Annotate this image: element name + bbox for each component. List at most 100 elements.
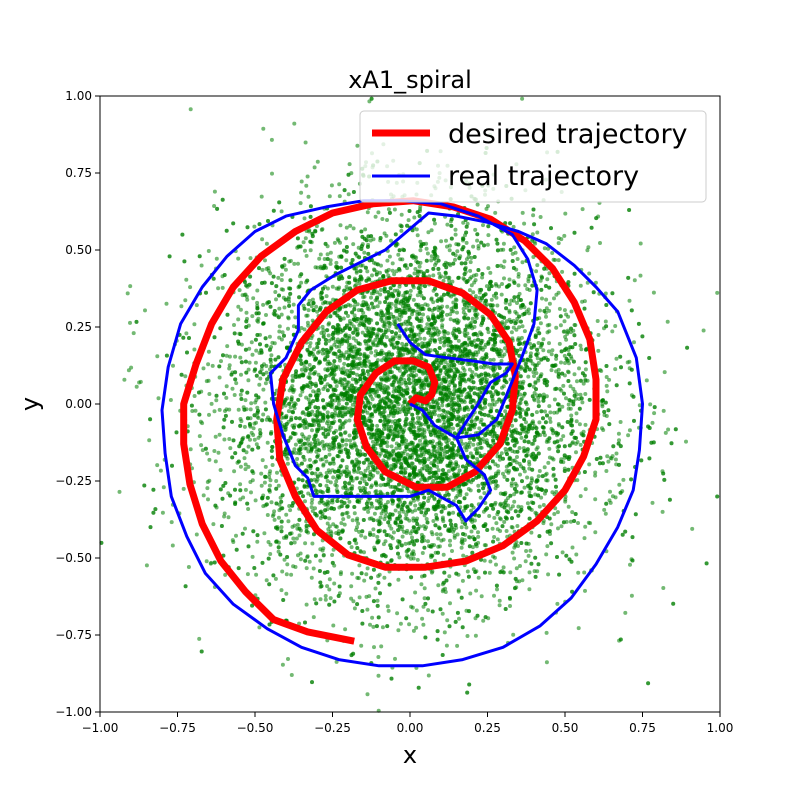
scatter-point: [311, 566, 316, 571]
scatter-point: [288, 508, 293, 513]
scatter-point: [212, 204, 217, 208]
scatter-point: [431, 300, 436, 305]
scatter-point: [495, 537, 500, 542]
scatter-point: [285, 461, 290, 466]
scatter-point: [626, 433, 631, 438]
scatter-point: [349, 584, 354, 589]
scatter-point: [214, 398, 219, 403]
scatter-point: [307, 434, 312, 439]
scatter-point: [557, 341, 562, 346]
scatter-point: [198, 419, 203, 424]
scatter-point: [365, 692, 370, 697]
scatter-point: [518, 564, 522, 568]
scatter-point: [526, 374, 531, 379]
scatter-point: [366, 359, 371, 364]
scatter-point: [252, 224, 257, 229]
scatter-point: [603, 511, 608, 516]
scatter-point: [569, 309, 574, 314]
scatter-point: [477, 426, 482, 431]
scatter-point: [384, 510, 389, 515]
scatter-point: [318, 597, 323, 602]
scatter-point: [583, 588, 587, 593]
scatter-point: [375, 598, 380, 603]
scatter-point: [347, 433, 352, 438]
scatter-point: [613, 367, 618, 372]
scatter-point: [261, 387, 266, 392]
scatter-point: [161, 485, 166, 490]
scatter-point: [365, 306, 370, 311]
scatter-point: [293, 442, 298, 447]
scatter-point: [301, 240, 306, 245]
scatter-point: [331, 475, 336, 480]
scatter-point: [160, 510, 165, 515]
scatter-point: [207, 392, 212, 396]
scatter-point: [666, 427, 671, 432]
scatter-point: [473, 372, 478, 377]
scatter-point: [495, 587, 499, 592]
scatter-point: [552, 512, 557, 516]
scatter-point: [230, 538, 235, 543]
scatter-point: [541, 337, 546, 342]
scatter-point: [309, 505, 314, 510]
scatter-point: [421, 312, 425, 317]
scatter-point: [306, 308, 311, 313]
scatter-point: [575, 478, 580, 483]
scatter-point: [207, 478, 212, 483]
scatter-point: [455, 310, 459, 315]
scatter-point: [303, 499, 307, 504]
scatter-point: [501, 471, 505, 476]
scatter-point: [144, 563, 149, 568]
scatter-point: [556, 241, 561, 246]
scatter-point: [548, 419, 553, 424]
scatter-point: [213, 434, 218, 439]
scatter-point: [519, 435, 524, 440]
scatter-point: [432, 221, 437, 226]
scatter-point: [489, 297, 494, 302]
scatter-point: [216, 450, 221, 455]
scatter-point: [460, 441, 465, 446]
scatter-point: [441, 537, 446, 542]
scatter-point: [504, 529, 509, 533]
scatter-point: [378, 483, 383, 488]
scatter-point: [566, 314, 571, 319]
scatter-point: [579, 347, 584, 352]
scatter-point: [269, 137, 274, 142]
scatter-point: [349, 545, 354, 550]
scatter-point: [451, 426, 455, 431]
scatter-point: [449, 306, 454, 311]
scatter-point: [497, 603, 502, 608]
scatter-point: [455, 643, 460, 648]
scatter-point: [310, 428, 314, 433]
scatter-point: [476, 534, 481, 539]
scatter-point: [576, 626, 581, 631]
scatter-point: [587, 271, 592, 276]
scatter-point: [357, 281, 362, 286]
scatter-point: [365, 607, 370, 612]
scatter-point: [323, 594, 328, 598]
scatter-point: [426, 499, 431, 503]
scatter-point: [277, 306, 282, 311]
scatter-point: [328, 258, 333, 263]
scatter-point: [170, 543, 175, 548]
scatter-point: [351, 599, 356, 604]
scatter-point: [503, 346, 507, 351]
scatter-point: [443, 275, 448, 280]
scatter-point: [258, 428, 262, 432]
scatter-point: [267, 475, 272, 480]
scatter-point: [497, 457, 502, 462]
scatter-point: [346, 514, 351, 519]
scatter-point: [456, 338, 461, 343]
scatter-point: [459, 525, 464, 530]
scatter-point: [603, 291, 608, 296]
scatter-point: [216, 286, 221, 291]
scatter-point: [298, 201, 303, 206]
scatter-point: [562, 233, 567, 238]
scatter-point: [445, 410, 450, 415]
scatter-point: [186, 565, 191, 569]
scatter-point: [548, 410, 553, 415]
scatter-point: [522, 329, 527, 334]
scatter-point: [239, 372, 243, 377]
scatter-point: [568, 519, 573, 524]
scatter-point: [344, 225, 349, 230]
scatter-point: [547, 329, 552, 334]
